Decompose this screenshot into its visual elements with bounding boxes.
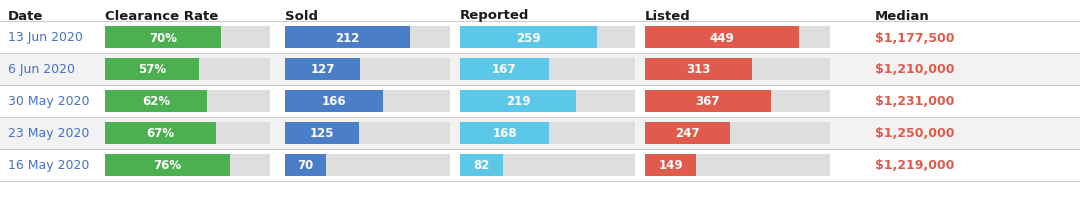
Text: 168: 168 — [492, 127, 517, 140]
Bar — [645, 90, 771, 113]
Text: 166: 166 — [322, 95, 347, 108]
Bar — [105, 90, 207, 113]
Text: $1,210,000: $1,210,000 — [875, 63, 955, 76]
Bar — [460, 27, 635, 49]
Text: 167: 167 — [492, 63, 516, 76]
Text: 30 May 2020: 30 May 2020 — [8, 95, 90, 108]
Text: Sold: Sold — [285, 9, 318, 22]
Bar — [285, 122, 450, 144]
Bar — [645, 154, 696, 176]
Text: 67%: 67% — [146, 127, 174, 140]
Bar — [0, 117, 1080, 149]
Bar — [105, 59, 270, 81]
Text: 212: 212 — [335, 31, 360, 44]
Bar — [285, 122, 359, 144]
Text: Reported: Reported — [460, 9, 529, 22]
Bar — [285, 154, 326, 176]
Text: Clearance Rate: Clearance Rate — [105, 9, 218, 22]
Text: 149: 149 — [658, 159, 683, 172]
Bar — [645, 90, 831, 113]
Text: 76%: 76% — [153, 159, 181, 172]
Text: 247: 247 — [675, 127, 700, 140]
Bar — [285, 27, 450, 49]
Text: Listed: Listed — [645, 9, 691, 22]
Text: 127: 127 — [310, 63, 335, 76]
Bar — [645, 27, 799, 49]
Bar — [105, 154, 230, 176]
Bar — [460, 122, 549, 144]
Bar — [105, 90, 270, 113]
Text: $1,250,000: $1,250,000 — [875, 127, 955, 140]
Bar — [285, 59, 360, 81]
Bar — [105, 27, 270, 49]
Bar — [0, 54, 1080, 86]
Bar — [285, 154, 450, 176]
Bar — [645, 59, 831, 81]
Bar — [105, 154, 270, 176]
Text: $1,219,000: $1,219,000 — [875, 159, 955, 172]
Bar — [460, 90, 576, 113]
Text: 16 May 2020: 16 May 2020 — [8, 159, 90, 172]
Bar — [0, 86, 1080, 117]
Bar — [460, 90, 635, 113]
Bar — [460, 154, 635, 176]
Text: 259: 259 — [516, 31, 541, 44]
Text: 13 Jun 2020: 13 Jun 2020 — [8, 31, 83, 44]
Text: Date: Date — [8, 9, 43, 22]
Bar — [105, 59, 199, 81]
Bar — [285, 90, 450, 113]
Text: $1,231,000: $1,231,000 — [875, 95, 955, 108]
Bar — [105, 122, 216, 144]
Bar — [460, 154, 503, 176]
Text: 57%: 57% — [138, 63, 166, 76]
Text: 367: 367 — [696, 95, 720, 108]
Bar — [645, 59, 753, 81]
Bar — [645, 122, 730, 144]
Bar — [645, 122, 831, 144]
Text: 82: 82 — [473, 159, 490, 172]
Bar — [460, 27, 597, 49]
Bar — [460, 59, 635, 81]
Bar — [460, 122, 635, 144]
Bar — [285, 59, 450, 81]
Text: $1,177,500: $1,177,500 — [875, 31, 955, 44]
Text: Median: Median — [875, 9, 930, 22]
Bar — [460, 59, 549, 81]
Text: 125: 125 — [310, 127, 334, 140]
Bar — [285, 90, 382, 113]
Text: 313: 313 — [687, 63, 711, 76]
Bar — [285, 27, 410, 49]
Bar — [645, 27, 831, 49]
Text: 449: 449 — [710, 31, 734, 44]
Text: 6 Jun 2020: 6 Jun 2020 — [8, 63, 75, 76]
Text: 23 May 2020: 23 May 2020 — [8, 127, 90, 140]
Text: 70%: 70% — [149, 31, 177, 44]
Bar — [0, 149, 1080, 181]
Text: 70: 70 — [297, 159, 314, 172]
Text: 62%: 62% — [143, 95, 171, 108]
Bar — [105, 27, 220, 49]
Bar — [645, 154, 831, 176]
Text: 219: 219 — [505, 95, 530, 108]
Bar — [0, 22, 1080, 54]
Bar — [105, 122, 270, 144]
